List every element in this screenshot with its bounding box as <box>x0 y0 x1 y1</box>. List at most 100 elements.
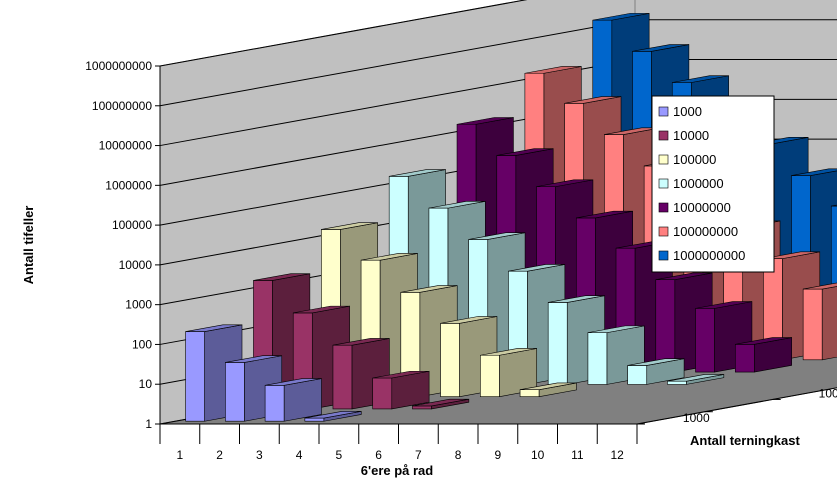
bar-front-face <box>480 354 500 397</box>
bar-front-face <box>372 377 393 410</box>
bar-front-face <box>264 385 285 422</box>
depth-tick-label: 1000 <box>683 411 710 425</box>
bar-top-face <box>735 337 792 345</box>
y-tick-label: 1000 <box>125 298 152 312</box>
bar <box>412 398 470 410</box>
bar-top-face <box>265 378 322 386</box>
bar-front-face <box>185 331 205 422</box>
axes: 1 10 100 1000 10000 100000 1000000 10000000 1000… <box>85 59 837 462</box>
bar-top-face <box>831 204 837 207</box>
bar-top-face <box>587 325 645 333</box>
bar-front-face <box>695 308 715 373</box>
bar-top-face <box>803 282 837 290</box>
bar-top-face <box>253 273 310 281</box>
bar-top-face <box>791 168 837 176</box>
bar-side-face <box>283 378 322 422</box>
bar <box>264 378 322 422</box>
bar-top-face <box>293 305 350 314</box>
y-axis-title: Antall tifeller <box>21 206 36 285</box>
bar <box>655 272 713 373</box>
legend-swatch <box>658 178 669 189</box>
bar-front-face <box>440 322 460 397</box>
bar <box>480 348 538 398</box>
bar <box>627 358 685 385</box>
bar-top-face <box>332 338 390 346</box>
bar <box>519 382 577 398</box>
bar-side-face <box>821 286 837 361</box>
x-tick-label: 10 <box>531 448 545 462</box>
depth-axis-line <box>636 387 837 425</box>
x-tick-label: 1 <box>177 448 184 462</box>
y-tick-label: 1000000 <box>105 178 152 192</box>
legend-label: 100000 <box>673 152 716 167</box>
bar-front-face <box>304 417 325 422</box>
x-tick-label: 5 <box>336 448 343 462</box>
bar-top-face <box>763 251 820 259</box>
bar-top-face <box>695 301 752 309</box>
legend-label: 1000000000 <box>673 248 745 263</box>
bar-top-face <box>321 222 378 230</box>
bar-top-face <box>428 201 486 209</box>
bar-top-face <box>225 355 282 363</box>
y-tick-label: 10000 <box>119 258 153 272</box>
y-tick-label: 100000 <box>112 218 152 232</box>
y-tick-label: 10 <box>139 377 153 391</box>
x-axis-title: 6'ere på rad <box>361 463 434 478</box>
y-tick-label: 10000000 <box>99 139 153 153</box>
bar-top-face <box>361 253 418 261</box>
legend-swatch <box>658 106 669 117</box>
bar <box>734 337 792 373</box>
bar-top-face <box>524 66 582 74</box>
bar-front-face <box>587 332 608 385</box>
bar-top-face <box>440 316 498 324</box>
bar-top-face <box>185 324 243 332</box>
bar-front-face <box>667 380 687 385</box>
bar <box>372 370 430 410</box>
legend-swatch <box>658 154 669 165</box>
legend-swatch <box>658 250 669 261</box>
bar-top-face <box>508 264 565 272</box>
bar-front-face <box>225 362 245 422</box>
bar-top-face <box>468 232 526 240</box>
legend-swatch <box>658 130 669 141</box>
bar-top-face <box>480 348 537 356</box>
bar-front-face <box>802 288 823 361</box>
bar <box>667 374 725 385</box>
depth-tick-label: 100000 <box>819 386 837 400</box>
x-tick-label: 7 <box>415 448 422 462</box>
bar-front-face <box>627 365 648 385</box>
legend-label: 10000000 <box>673 200 731 215</box>
bar-front-face <box>547 302 568 385</box>
legend-label: 1000000 <box>673 176 724 191</box>
bar-top-face <box>564 96 622 104</box>
bar <box>304 410 362 422</box>
x-tick-label: 4 <box>296 448 303 462</box>
legend-label: 100000000 <box>673 224 738 239</box>
bar-top-face <box>372 370 430 379</box>
bar-top-face <box>412 398 469 407</box>
x-tick-label: 11 <box>571 448 584 462</box>
bar <box>225 355 283 422</box>
bar-front-face <box>412 405 432 410</box>
y-tick-label: 1 <box>145 417 152 431</box>
bar-top-face <box>576 210 633 219</box>
bar-top-face <box>632 44 689 52</box>
bar <box>332 338 390 410</box>
bar-top-face <box>456 117 514 125</box>
bar-top-face <box>548 295 605 303</box>
y-tick-label: 100 <box>132 337 152 351</box>
bar-top-face <box>400 285 458 293</box>
bar-top-face <box>389 169 446 177</box>
bar-top-face <box>520 382 577 390</box>
y-gridline <box>159 0 528 67</box>
depth-axis-title: Antall terningkast <box>690 433 800 448</box>
bar-top-face <box>667 374 724 382</box>
legend-label: 1000 <box>673 104 702 119</box>
bar-front-face <box>655 279 676 373</box>
x-tick-label: 8 <box>455 448 462 462</box>
x-tick-label: 12 <box>610 448 624 462</box>
legend-box <box>651 95 775 273</box>
bar-top-face <box>672 75 729 83</box>
x-tick-label: 3 <box>256 448 263 462</box>
